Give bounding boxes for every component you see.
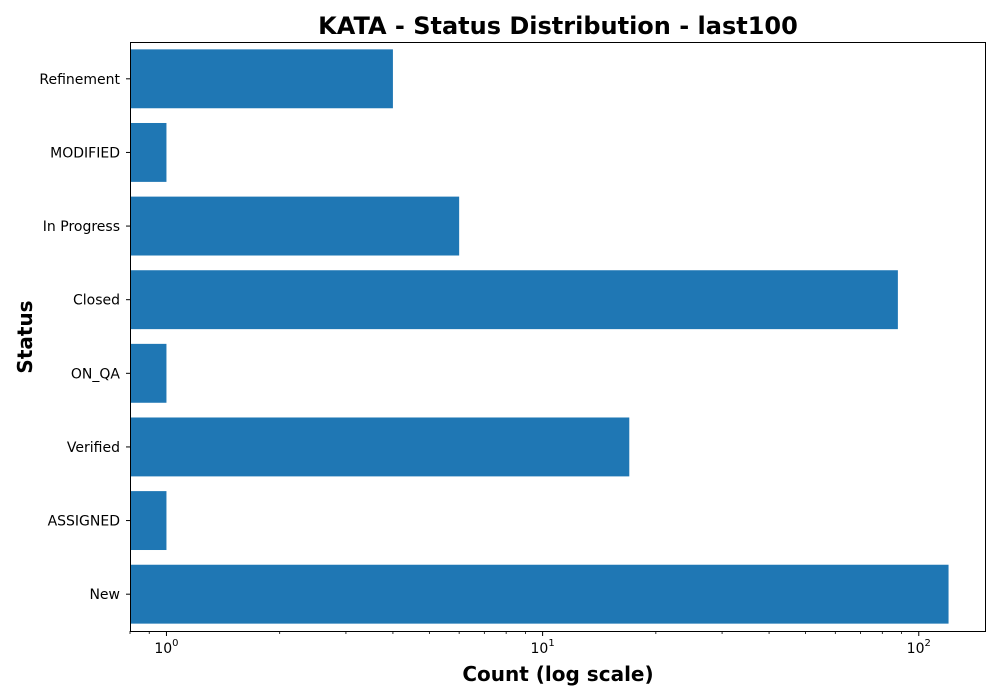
bars-layer: [130, 49, 949, 624]
y-axis-label: Status: [13, 300, 37, 373]
y-axis-ticks: New ASSIGNED Verified ON_QA Closed In Progres…: [39, 72, 130, 603]
bar-closed: [130, 270, 898, 330]
y-tick-label: New: [89, 587, 120, 603]
y-tick-label: Verified: [67, 440, 120, 456]
bar-new: [130, 564, 949, 624]
bar-assigned: [130, 491, 167, 551]
y-tick-label: MODIFIED: [50, 145, 120, 161]
x-axis-ticks: 100 101 102: [129, 631, 931, 657]
chart-title: KATA - Status Distribution - last100: [318, 12, 798, 40]
y-tick-label: ON_QA: [71, 366, 121, 382]
x-tick-label: 102: [907, 638, 931, 657]
y-tick-label: Closed: [73, 293, 120, 309]
bar-on-qa: [130, 343, 167, 403]
bar-verified: [130, 417, 630, 477]
y-tick-label: Refinement: [39, 72, 120, 88]
x-axis-label: Count (log scale): [462, 662, 653, 686]
y-tick-label: ASSIGNED: [48, 514, 120, 530]
y-tick-label: In Progress: [43, 219, 120, 235]
bar-in-progress: [130, 196, 460, 256]
x-tick-label: 101: [531, 638, 555, 657]
bar-refinement: [130, 49, 393, 109]
plot-area-frame: [130, 42, 986, 632]
x-tick-label: 100: [154, 638, 178, 657]
bar-modified: [130, 122, 167, 182]
